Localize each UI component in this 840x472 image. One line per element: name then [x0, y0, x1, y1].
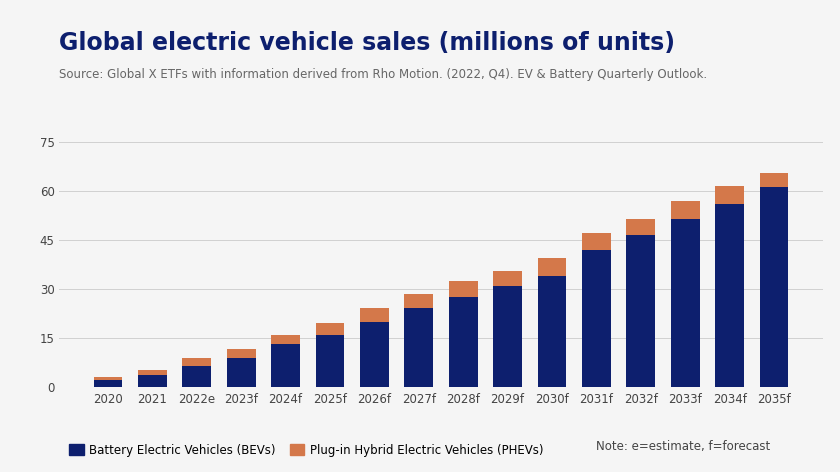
- Bar: [538, 258, 566, 276]
- Bar: [360, 309, 389, 321]
- Bar: [759, 187, 789, 387]
- Bar: [449, 297, 478, 387]
- Bar: [627, 235, 655, 387]
- Text: Note: e=estimate, f=forecast: Note: e=estimate, f=forecast: [596, 440, 770, 453]
- Bar: [715, 186, 744, 204]
- Bar: [449, 281, 478, 297]
- Bar: [493, 271, 522, 286]
- Bar: [138, 370, 167, 375]
- Bar: [671, 201, 700, 219]
- Bar: [582, 233, 611, 250]
- Bar: [271, 345, 300, 387]
- Bar: [316, 323, 344, 335]
- Bar: [715, 204, 744, 387]
- Bar: [93, 380, 123, 387]
- Bar: [627, 219, 655, 235]
- Bar: [759, 173, 789, 187]
- Bar: [493, 286, 522, 387]
- Bar: [538, 276, 566, 387]
- Bar: [404, 309, 433, 387]
- Bar: [360, 321, 389, 387]
- Bar: [671, 219, 700, 387]
- Legend: Battery Electric Vehicles (BEVs), Plug-in Hybrid Electric Vehicles (PHEVs): Battery Electric Vehicles (BEVs), Plug-i…: [65, 439, 549, 461]
- Bar: [182, 366, 211, 387]
- Bar: [93, 377, 123, 380]
- Bar: [271, 335, 300, 345]
- Text: Source: Global X ETFs with information derived from Rho Motion. (2022, Q4). EV &: Source: Global X ETFs with information d…: [59, 68, 707, 82]
- Bar: [138, 375, 167, 387]
- Bar: [404, 294, 433, 309]
- Bar: [316, 335, 344, 387]
- Text: Global electric vehicle sales (millions of units): Global electric vehicle sales (millions …: [59, 31, 675, 55]
- Bar: [227, 349, 255, 358]
- Bar: [182, 358, 211, 366]
- Bar: [227, 358, 255, 387]
- Bar: [582, 250, 611, 387]
